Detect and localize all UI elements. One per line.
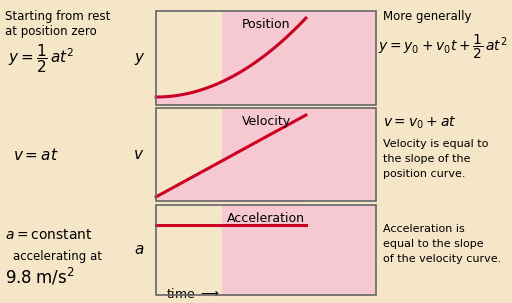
Text: accelerating at: accelerating at [13, 250, 102, 262]
Text: Acceleration: Acceleration [227, 212, 305, 225]
Text: Velocity: Velocity [242, 115, 291, 128]
Text: Position: Position [242, 18, 290, 31]
Bar [156, 11, 376, 105]
Bar [156, 108, 376, 201]
Text: More generally: More generally [383, 10, 472, 23]
Bar [156, 11, 376, 105]
Bar [222, 205, 376, 295]
Text: v: v [134, 147, 143, 162]
Bar [222, 108, 376, 201]
Bar [156, 108, 376, 201]
Text: Acceleration is: Acceleration is [383, 224, 465, 234]
Text: $v = at$: $v = at$ [13, 147, 58, 162]
Text: Velocity is equal to: Velocity is equal to [383, 139, 488, 149]
Text: the slope of the: the slope of the [383, 154, 471, 164]
Text: $y = \dfrac{1}{2}\,at^2$: $y = \dfrac{1}{2}\,at^2$ [8, 43, 74, 75]
Text: time $\longrightarrow$: time $\longrightarrow$ [166, 288, 220, 301]
Polygon shape [156, 115, 306, 201]
Bar [156, 205, 376, 295]
Text: $v = v_0 + at$: $v = v_0 + at$ [383, 115, 456, 131]
Text: y: y [134, 50, 143, 65]
Text: $y = y_0 + v_0 t + \dfrac{1}{2}\,at^2$: $y = y_0 + v_0 t + \dfrac{1}{2}\,at^2$ [378, 33, 507, 61]
Bar [156, 205, 376, 295]
Bar [222, 11, 376, 105]
Text: $9.8\;\mathrm{m/s}^2$: $9.8\;\mathrm{m/s}^2$ [5, 267, 74, 288]
Text: at position zero: at position zero [5, 25, 97, 38]
Polygon shape [156, 18, 306, 105]
Text: of the velocity curve.: of the velocity curve. [383, 254, 501, 264]
Text: $a = \mathrm{constant}$: $a = \mathrm{constant}$ [5, 228, 93, 242]
Text: position curve.: position curve. [383, 169, 465, 179]
Text: Starting from rest: Starting from rest [5, 10, 111, 23]
Text: a: a [134, 242, 143, 258]
Text: equal to the slope: equal to the slope [383, 239, 484, 249]
